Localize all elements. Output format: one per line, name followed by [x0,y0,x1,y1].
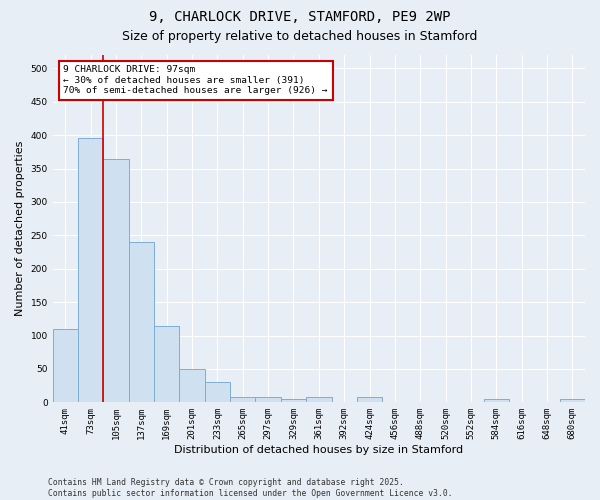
Bar [560,399,585,402]
X-axis label: Distribution of detached houses by size in Stamford: Distribution of detached houses by size … [174,445,463,455]
Bar [306,397,332,402]
Bar [78,138,103,402]
Bar [205,382,230,402]
Text: 9 CHARLOCK DRIVE: 97sqm
← 30% of detached houses are smaller (391)
70% of semi-d: 9 CHARLOCK DRIVE: 97sqm ← 30% of detache… [64,66,328,95]
Text: Size of property relative to detached houses in Stamford: Size of property relative to detached ho… [122,30,478,43]
Bar [179,369,205,402]
Bar [281,399,306,402]
Bar [230,397,256,402]
Bar [129,242,154,402]
Text: 9, CHARLOCK DRIVE, STAMFORD, PE9 2WP: 9, CHARLOCK DRIVE, STAMFORD, PE9 2WP [149,10,451,24]
Bar [357,397,382,402]
Bar [256,397,281,402]
Bar [154,326,179,402]
Text: Contains HM Land Registry data © Crown copyright and database right 2025.
Contai: Contains HM Land Registry data © Crown c… [48,478,452,498]
Bar [53,329,78,402]
Y-axis label: Number of detached properties: Number of detached properties [15,141,25,316]
Bar [103,158,129,402]
Bar [484,399,509,402]
